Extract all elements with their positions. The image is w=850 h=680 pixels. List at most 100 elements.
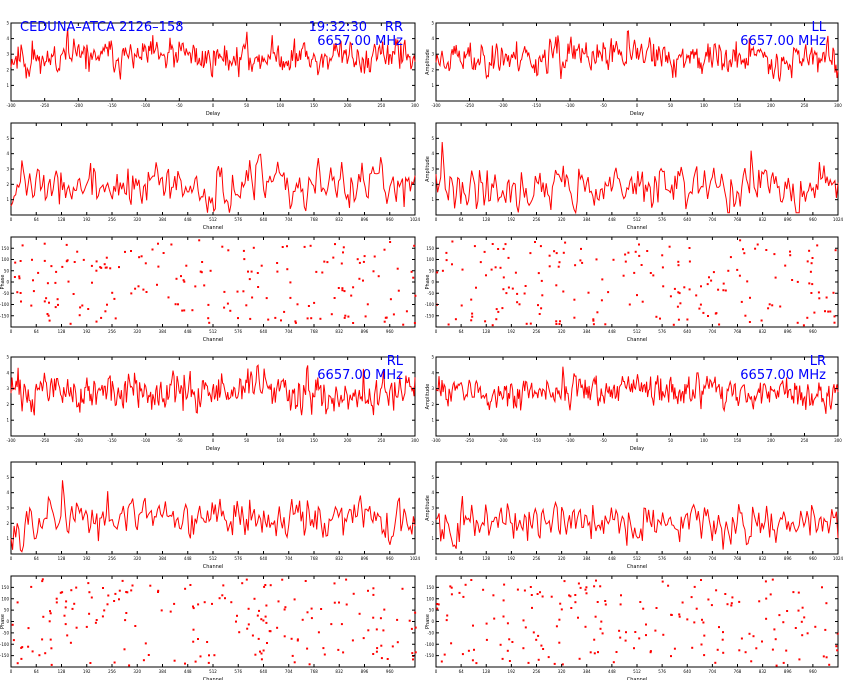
data-point (808, 282, 811, 285)
x-tick-label: 320 (133, 217, 141, 222)
x-tick-label: 128 (58, 329, 66, 334)
data-point (491, 324, 494, 327)
data-point (351, 639, 354, 642)
data-point (389, 298, 392, 301)
data-point (223, 306, 226, 309)
data-point (818, 297, 821, 300)
data-point (265, 604, 268, 607)
data-point (50, 647, 53, 650)
data-point (201, 261, 204, 263)
x-tick-label: 640 (683, 669, 691, 674)
x-tick-label: 320 (558, 217, 566, 222)
data-point (352, 592, 355, 595)
data-point (213, 654, 216, 657)
x-tick-label: 768 (310, 556, 318, 561)
data-point (555, 252, 558, 255)
x-tick-label: 64 (459, 217, 465, 222)
data-point (208, 321, 211, 324)
data-point (293, 661, 296, 664)
data-point (125, 591, 128, 593)
data-point (192, 605, 194, 608)
data-point (46, 282, 49, 285)
data-point (479, 261, 482, 264)
data-point (503, 583, 506, 586)
data-point (203, 284, 206, 287)
data-point (376, 647, 379, 650)
y-axis-label: Phase (0, 275, 6, 290)
data-point (710, 279, 713, 282)
data-point (782, 661, 785, 664)
data-point (241, 582, 244, 585)
data-point (47, 314, 50, 317)
data-point (104, 310, 107, 313)
x-tick-label: 512 (633, 329, 641, 334)
data-point (269, 584, 272, 587)
data-point (396, 267, 399, 270)
y-tick-label: 3 (431, 167, 434, 172)
data-point (43, 300, 46, 303)
data-point (596, 311, 599, 314)
y-tick-label: 4 (431, 490, 434, 495)
data-point (821, 586, 823, 589)
data-point (194, 660, 197, 663)
data-point (91, 281, 93, 284)
x-tick-label: 576 (234, 329, 242, 334)
y-tick-label: 150 (1, 585, 9, 590)
data-point (475, 286, 477, 289)
x-tick-label: 250 (378, 103, 386, 108)
data-point (836, 632, 839, 635)
data-point (722, 651, 725, 654)
x-tick-label: 128 (482, 217, 490, 222)
data-point (699, 303, 702, 306)
data-point (558, 641, 561, 644)
data-point (373, 255, 376, 258)
data-point (67, 280, 70, 283)
data-point (41, 578, 44, 581)
data-point (73, 261, 76, 263)
x-tick-label: 448 (608, 556, 616, 561)
data-point (259, 650, 261, 653)
data-point (560, 608, 563, 611)
data-point (87, 308, 90, 310)
data-point (538, 313, 541, 315)
y-tick-label: 0 (431, 280, 434, 285)
data-point (604, 603, 607, 606)
y-tick-label: -50 (427, 291, 434, 296)
data-point (380, 644, 383, 647)
data-point (243, 258, 246, 261)
data-point (71, 607, 74, 610)
x-tick-label: -200 (74, 438, 84, 443)
x-axis-label: Channel (203, 564, 224, 570)
data-point (55, 597, 58, 600)
data-point (254, 653, 257, 656)
data-point (654, 629, 657, 632)
data-point (123, 648, 126, 651)
data-point (450, 642, 453, 645)
data-point (124, 619, 127, 622)
data-point (64, 606, 67, 609)
x-tick-label: 0 (435, 217, 438, 222)
data-point (835, 645, 838, 648)
data-point (555, 625, 558, 628)
x-tick-label: 256 (533, 669, 541, 674)
data-point (514, 271, 517, 274)
x-tick-label: 100 (700, 438, 708, 443)
data-point (49, 612, 52, 615)
data-point (306, 647, 309, 650)
data-point (585, 586, 588, 589)
data-point (413, 322, 416, 324)
data-point (237, 317, 239, 320)
data-point (484, 320, 487, 323)
x-tick-label: 704 (285, 556, 293, 561)
data-point (809, 270, 812, 273)
data-point (242, 249, 245, 252)
data-point (173, 659, 176, 662)
x-tick-label: 192 (83, 329, 91, 334)
data-point (553, 250, 556, 253)
data-point (811, 283, 814, 286)
data-point (102, 587, 104, 589)
data-point (836, 649, 839, 652)
data-point (619, 636, 622, 639)
data-point (340, 262, 343, 265)
data-point (289, 281, 292, 284)
